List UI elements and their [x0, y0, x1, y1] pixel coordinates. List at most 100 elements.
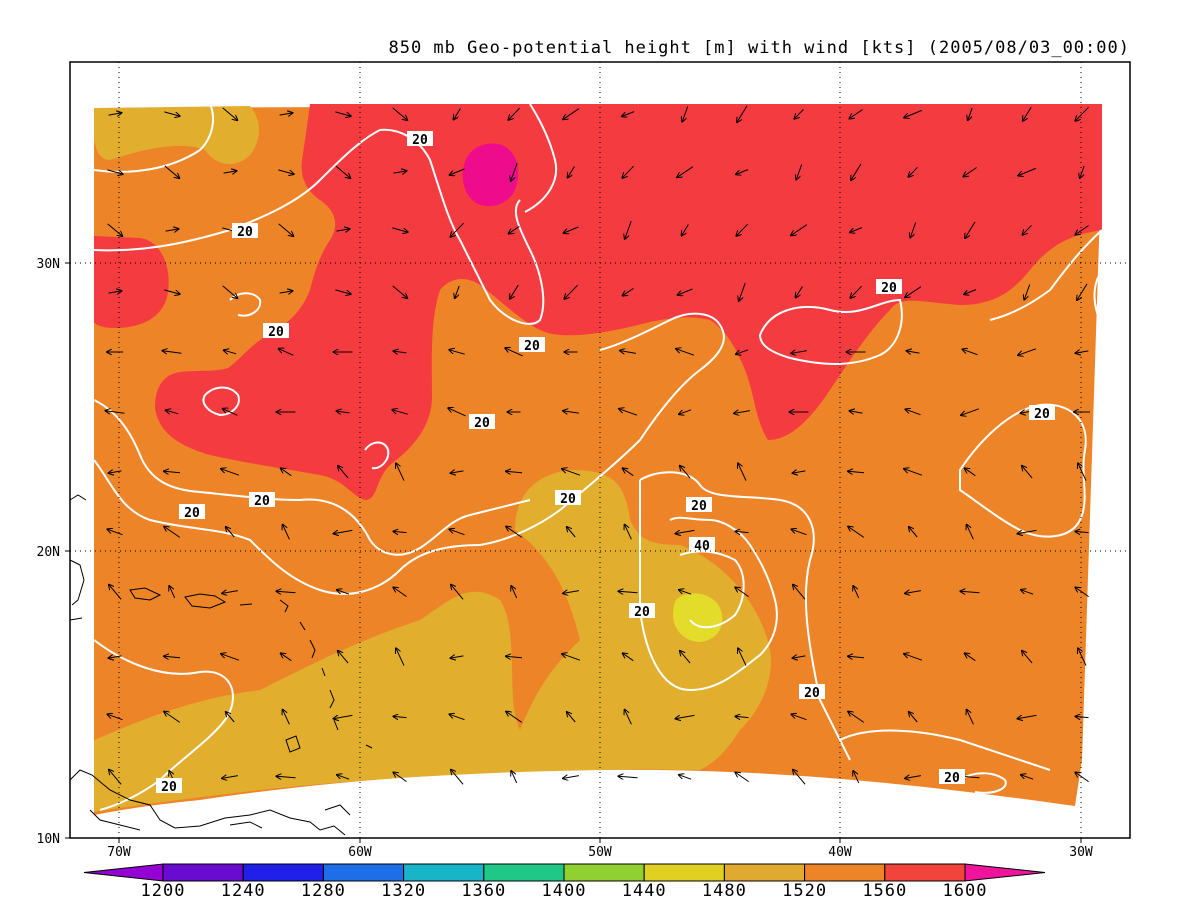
wind-arrow: [967, 710, 974, 725]
wind-arrow: [679, 775, 692, 780]
wind-arrow: [680, 466, 691, 479]
wind-arrow: [509, 225, 520, 233]
wind-arrow: [226, 712, 235, 723]
svg-text:20: 20: [634, 605, 650, 620]
wind-arrow: [107, 223, 123, 236]
wind-arrow: [853, 586, 860, 599]
wind-arrow: [338, 651, 349, 664]
svg-text:20: 20: [161, 780, 177, 795]
colorbar-segment: [322, 863, 405, 882]
wind-arrow: [796, 164, 803, 180]
svg-text:20: 20: [691, 499, 707, 514]
wind-arrow: [222, 591, 238, 594]
svg-text:20: 20: [237, 225, 253, 240]
wind-arrow: [851, 163, 862, 180]
wind-arrow: [164, 712, 181, 723]
wind-arrow: [906, 409, 921, 416]
wind-arrow: [506, 471, 523, 472]
tick-marks: [65, 262, 1082, 843]
wind-arrow: [392, 107, 408, 120]
svg-text:20: 20: [524, 339, 540, 354]
contour-label: 20: [629, 603, 655, 620]
lat-label-10n: 10N: [37, 832, 60, 847]
wind-arrow: [736, 169, 749, 175]
wind-arrow: [450, 529, 465, 536]
wind-arrow: [454, 108, 461, 120]
wind-arrow: [848, 656, 865, 657]
wind-arrow: [108, 714, 123, 721]
contour-label: 20: [1029, 405, 1055, 422]
wind-arrow: [394, 716, 407, 717]
wind-arrow: [394, 351, 407, 353]
fill-1640-north: [462, 143, 519, 207]
wind-arrow: [448, 408, 466, 417]
contour-label: 20: [686, 497, 712, 514]
wind-arrow: [337, 411, 350, 413]
wind-arrow: [1080, 165, 1085, 178]
wind-arrow: [164, 165, 180, 178]
wind-arrow: [735, 587, 749, 598]
coastlines: [69, 494, 373, 836]
wind-arrow: [793, 770, 806, 785]
wind-arrow: [451, 770, 464, 785]
wind-arrow: [223, 171, 237, 173]
wind-arrow: [564, 284, 578, 299]
wind-arrow: [1021, 775, 1034, 780]
svg-text:20: 20: [184, 506, 200, 521]
wind-arrow: [1075, 772, 1089, 783]
gridlines: [70, 62, 1130, 838]
wind-arrow: [1076, 531, 1089, 532]
wind-vectors: [106, 105, 1090, 785]
wind-arrow: [796, 286, 803, 298]
wind-arrow: [563, 411, 579, 413]
wind-arrow: [909, 712, 918, 723]
wind-arrow: [619, 409, 638, 416]
contour-label: 20: [469, 414, 495, 431]
wind-arrow: [736, 716, 749, 717]
wind-arrow: [1021, 590, 1034, 595]
wind-arrow: [108, 291, 122, 293]
wind-arrow: [396, 648, 405, 666]
wind-arrow: [736, 223, 748, 236]
wind-arrow: [392, 227, 407, 232]
wind-arrow: [279, 291, 293, 293]
wind-arrow: [336, 229, 350, 231]
wind-arrow: [677, 166, 694, 178]
lon-label-30w: 30W: [1069, 845, 1093, 860]
contour-label: 20: [555, 490, 581, 507]
wind-arrow: [678, 288, 693, 295]
wind-arrow: [109, 656, 122, 658]
wind-arrow: [567, 712, 576, 723]
colorbar-segment: [884, 863, 966, 882]
wind-arrow: [625, 710, 632, 725]
wind-arrow: [967, 525, 974, 540]
svg-text:40: 40: [694, 539, 710, 554]
wind-arrow: [337, 775, 350, 780]
wind-arrow: [850, 411, 863, 413]
wind-arrow: [738, 648, 747, 666]
wind-arrow: [905, 286, 922, 298]
wind-arrow: [1022, 651, 1033, 664]
wind-arrow: [676, 715, 695, 718]
wind-arrow: [793, 585, 806, 600]
wind-arrow: [451, 656, 464, 658]
wind-arrow: [909, 527, 918, 538]
lon-label-60w: 60W: [348, 845, 372, 860]
wind-arrow: [965, 468, 976, 477]
colorbar-level-label: 1320: [381, 881, 426, 900]
wind-arrow: [961, 591, 980, 593]
wind-arrow: [283, 525, 290, 540]
wind-arrow: [281, 653, 292, 662]
wind-arrow: [283, 710, 290, 725]
wind-arrow: [568, 166, 575, 178]
wind-arrow: [679, 409, 692, 414]
wind-arrow: [619, 776, 638, 778]
colorbar-segment: [563, 863, 645, 882]
wind-arrow: [1076, 716, 1089, 717]
wind-arrow: [909, 166, 918, 176]
wind-arrow: [562, 654, 581, 661]
contour-label: 20: [179, 504, 205, 521]
wind-arrow: [393, 587, 407, 598]
wind-arrow: [563, 776, 579, 779]
wind-arrow: [791, 351, 807, 354]
